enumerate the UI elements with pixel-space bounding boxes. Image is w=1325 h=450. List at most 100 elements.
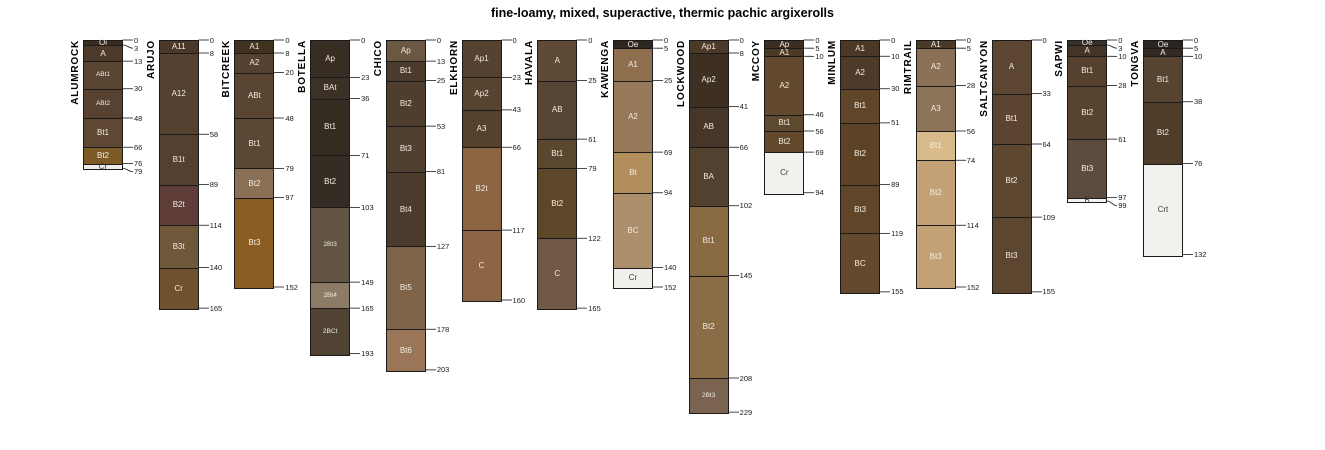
horizon-band-2bt3: 2Bt3 xyxy=(689,379,728,414)
depth-label: 97 xyxy=(285,193,294,203)
horizon-band-bt1: Bt1 xyxy=(765,115,804,132)
horizon-band-bt1: Bt1 xyxy=(916,132,955,162)
depth-label: 10 xyxy=(815,51,824,61)
depth-label: 79 xyxy=(134,167,143,177)
horizon-label: Bt2 xyxy=(248,178,261,188)
depth-label: 229 xyxy=(739,407,753,417)
horizon-band-bt2: Bt2 xyxy=(311,156,350,209)
horizon-band-bt2: Bt2 xyxy=(841,123,880,186)
horizon-label: C xyxy=(478,261,485,271)
horizon-band-oe: Oe xyxy=(613,40,652,50)
horizon-band-bt3: Bt3 xyxy=(916,226,955,288)
depth-label: 109 xyxy=(1042,212,1056,222)
depth-label: 56 xyxy=(815,126,824,136)
profile-column-kawenga: Oe A1 A2 Bt BC Cr xyxy=(612,40,653,289)
horizon-band-bt1: Bt1 xyxy=(1068,57,1107,87)
depth-label: 3 xyxy=(1118,43,1123,53)
horizon-band-c: C xyxy=(538,239,577,310)
horizon-band-a2: A2 xyxy=(613,81,652,154)
depth-label: 58 xyxy=(209,129,219,139)
depth-label: 51 xyxy=(891,118,900,128)
horizon-band-bt2: Bt2 xyxy=(916,161,955,227)
horizon-band-a: A xyxy=(84,45,122,63)
horizon-band-2bt3: 2Bt3 xyxy=(311,208,350,284)
horizon-band-a1: A1 xyxy=(765,48,804,58)
horizon-band-bt1: Bt1 xyxy=(235,119,274,170)
depth-label: 132 xyxy=(1193,250,1207,259)
depth-label: 0 xyxy=(815,35,820,45)
depth-label: 23 xyxy=(361,72,370,82)
horizon-band-ab: AB xyxy=(538,81,577,141)
horizon-label: A xyxy=(1160,47,1166,57)
horizon-band-crt: Crt xyxy=(1143,164,1182,256)
depth-label: 103 xyxy=(361,202,374,212)
depth-label: 155 xyxy=(891,287,904,297)
depth-label: 25 xyxy=(663,76,673,86)
depth-tick-connectors xyxy=(425,39,436,371)
depth-tick-connectors xyxy=(652,39,663,288)
depth-tick-connectors xyxy=(1182,39,1193,255)
depth-label: 79 xyxy=(588,163,597,173)
horizon-label: Bt2 xyxy=(929,188,942,198)
horizon-label: Bt4 xyxy=(399,204,412,214)
horizon-label: A xyxy=(100,48,106,58)
horizon-label: A1 xyxy=(628,59,638,69)
horizon-label: A3 xyxy=(930,103,941,113)
horizon-label: A1 xyxy=(249,42,260,51)
horizon-band-ap: Ap xyxy=(765,40,804,50)
depth-tick-connectors xyxy=(576,39,588,309)
horizon-label: 2Bt3 xyxy=(323,241,337,249)
horizon-label: Cr xyxy=(98,161,108,171)
horizon-band-a11: A11 xyxy=(159,41,198,54)
horizon-band-cr: Cr xyxy=(84,161,122,171)
horizon-band-bt1: Bt1 xyxy=(386,62,425,82)
depth-label: 0 xyxy=(739,35,744,45)
depth-label: 0 xyxy=(1118,35,1123,45)
horizon-band-bat: BAt xyxy=(311,78,350,100)
horizon-label: A1 xyxy=(930,39,941,49)
depth-label: 33 xyxy=(1042,89,1051,99)
horizon-label: Oe xyxy=(1081,37,1093,47)
depth-label: 145 xyxy=(739,271,753,281)
depth-label: 99 xyxy=(1118,201,1127,211)
profile-column-minlum: A1 A2 Bt1 Bt2 Bt3 BC xyxy=(840,40,881,294)
horizon-band-bt1: Bt1 xyxy=(841,89,880,124)
horizon-label: Bt2 xyxy=(778,137,791,147)
horizon-band-bt3: Bt3 xyxy=(235,198,274,288)
depth-label: 0 xyxy=(966,35,971,45)
horizon-band-ab: AB xyxy=(689,107,728,149)
horizon-label: B3t xyxy=(172,241,185,251)
series-label-saltcanyon: SALTCANYON xyxy=(978,40,990,117)
horizon-band-a: A xyxy=(538,41,577,82)
horizon-label: Bt xyxy=(629,167,637,177)
profile-column-lockwood: Ap1 Ap2 AB BA Bt1 Bt2 2Bt3 xyxy=(688,40,729,415)
horizon-label: Bt2 xyxy=(96,150,109,160)
horizon-band-2bt4: 2Bt4 xyxy=(311,283,350,310)
horizon-label: BC xyxy=(627,225,639,235)
horizon-label: Bt3 xyxy=(1081,163,1094,173)
series-label-lockwood: LOCKWOOD xyxy=(675,40,687,107)
horizon-band-bt: Bt xyxy=(613,153,652,194)
horizon-label: A1 xyxy=(855,43,865,53)
depth-tick-connectors xyxy=(273,39,285,288)
depth-label: 140 xyxy=(663,263,677,272)
series-label-havala: HAVALA xyxy=(524,40,536,85)
horizon-label: BA xyxy=(703,172,714,181)
depth-tick-connectors xyxy=(501,39,512,301)
horizon-band-a1: A1 xyxy=(613,49,652,82)
horizon-label: Bt2 xyxy=(854,149,867,159)
depth-label: 30 xyxy=(891,84,900,94)
horizon-label: Bt1 xyxy=(778,118,791,128)
horizon-label: Bt3 xyxy=(248,238,261,248)
horizon-band-ap2: Ap2 xyxy=(689,54,728,108)
horizon-label: A xyxy=(1084,46,1090,56)
horizon-label: Bt1 xyxy=(248,138,261,148)
depth-label: 48 xyxy=(285,113,294,123)
series-label-chico: CHICO xyxy=(372,40,384,77)
profile-column-havala: A AB Bt1 Bt2 C xyxy=(537,40,578,311)
depth-label: 76 xyxy=(134,159,143,168)
horizon-band-ap: Ap xyxy=(386,41,425,63)
profile-column-saltcanyon: A Bt1 Bt2 Bt3 xyxy=(991,40,1032,294)
depth-label: 0 xyxy=(1042,35,1047,45)
